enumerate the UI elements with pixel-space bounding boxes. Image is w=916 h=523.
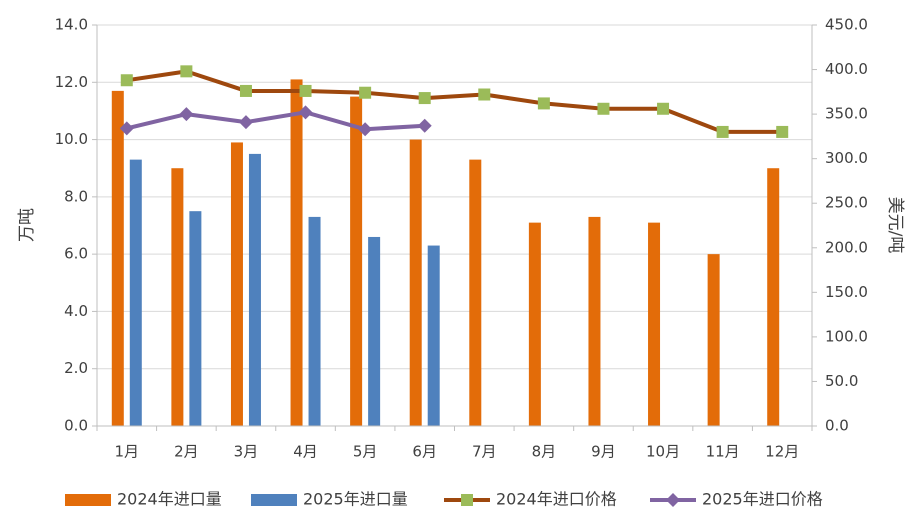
legend-item: 2025年进口量 — [251, 490, 408, 509]
y-tick-label-right: 300.0 — [825, 149, 868, 167]
y-axis-right-title: 美元/吨 — [885, 197, 905, 254]
y-tick-label-right: 350.0 — [825, 105, 868, 123]
legend-item: 2024年进口价格 — [444, 490, 617, 509]
bar — [707, 254, 720, 426]
bar — [290, 79, 303, 427]
y-tick-label-left: 6.0 — [64, 245, 88, 263]
point-marker — [180, 65, 193, 78]
tick-labels: 0.0 2.0 4.0 6.0 8.0 10.0 12.0 14.0 0.0 50.0 100.0 1… — [55, 16, 868, 461]
point-marker — [537, 97, 550, 110]
y-tick-label-left: 12.0 — [55, 73, 88, 91]
x-tick-label: 4月 — [293, 443, 318, 461]
y-tick-label-right: 100.0 — [825, 327, 868, 345]
legend-swatch — [65, 494, 111, 506]
bar — [308, 216, 321, 426]
legend-marker — [461, 494, 473, 506]
bar — [469, 159, 482, 426]
point-marker — [120, 74, 133, 87]
point-marker — [359, 86, 372, 99]
y-tick-label-left: 2.0 — [64, 359, 88, 377]
point-marker — [657, 102, 670, 115]
y-tick-label-left: 8.0 — [64, 187, 88, 205]
bar — [409, 139, 422, 427]
point-marker — [119, 121, 134, 136]
y-tick-label-left: 14.0 — [55, 16, 88, 34]
bar — [648, 222, 661, 426]
legend-swatch — [251, 494, 297, 506]
legend: 2024年进口量 2025年进口量 2024年进口价格 2025年进口价格 — [65, 490, 823, 509]
y-tick-label-right: 50.0 — [825, 372, 858, 390]
legend-item: 2024年进口量 — [65, 490, 222, 509]
bar — [230, 142, 243, 426]
y-tick-label-left: 10.0 — [55, 130, 88, 148]
legend-item: 2025年进口价格 — [650, 490, 823, 509]
x-tick-label: 2月 — [174, 443, 199, 461]
point-marker — [716, 125, 729, 138]
legend-marker — [666, 493, 680, 507]
series-line — [124, 69, 785, 134]
bar-marks — [111, 79, 780, 427]
y-tick-label-right: 150.0 — [825, 283, 868, 301]
point-marker — [358, 122, 373, 137]
y-tick-label-right: 400.0 — [825, 60, 868, 78]
x-tick-label: 5月 — [353, 443, 378, 461]
y-tick-label-left: 4.0 — [64, 302, 88, 320]
point-marker — [478, 88, 491, 101]
bar — [248, 153, 261, 426]
x-tick-label: 12月 — [765, 443, 799, 461]
x-tick-label: 3月 — [234, 443, 259, 461]
y-tick-label-right: 200.0 — [825, 238, 868, 256]
bar — [129, 159, 142, 426]
x-tick-label: 8月 — [532, 443, 557, 461]
x-tick-label: 7月 — [472, 443, 497, 461]
y-tick-label-left: 0.0 — [64, 417, 88, 435]
x-tick-label: 1月 — [115, 443, 140, 461]
y-tick-label-right: 450.0 — [825, 16, 868, 34]
y-tick-label-right: 250.0 — [825, 194, 868, 212]
x-tick-label: 10月 — [646, 443, 680, 461]
y-tick-label-right: 0.0 — [825, 417, 849, 435]
point-marker — [597, 102, 610, 115]
y-axis-left-title: 万吨 — [17, 208, 37, 242]
grid-lines — [97, 24, 812, 427]
point-marker — [298, 105, 313, 120]
bar — [767, 168, 780, 426]
point-marker — [417, 118, 432, 133]
legend-label: 2024年进口量 — [117, 490, 222, 509]
bar — [111, 90, 124, 426]
legend-label: 2024年进口价格 — [496, 490, 617, 509]
bar — [368, 236, 381, 426]
line-marks — [119, 65, 789, 138]
bar — [588, 216, 601, 426]
point-marker — [299, 84, 312, 97]
legend-label: 2025年进口价格 — [702, 490, 823, 509]
x-tick-label: 6月 — [412, 443, 437, 461]
series-line — [124, 110, 427, 132]
bar — [528, 222, 541, 426]
axes — [92, 24, 817, 431]
legend-label: 2025年进口量 — [303, 490, 408, 509]
x-tick-label: 9月 — [591, 443, 616, 461]
bar — [171, 168, 184, 426]
point-marker — [239, 84, 252, 97]
point-marker — [179, 107, 194, 122]
x-tick-label: 11月 — [706, 443, 740, 461]
point-marker — [418, 92, 431, 105]
bar — [350, 96, 363, 426]
point-marker — [238, 115, 253, 130]
bar — [189, 211, 202, 426]
point-marker — [776, 125, 789, 138]
bar — [427, 245, 440, 426]
